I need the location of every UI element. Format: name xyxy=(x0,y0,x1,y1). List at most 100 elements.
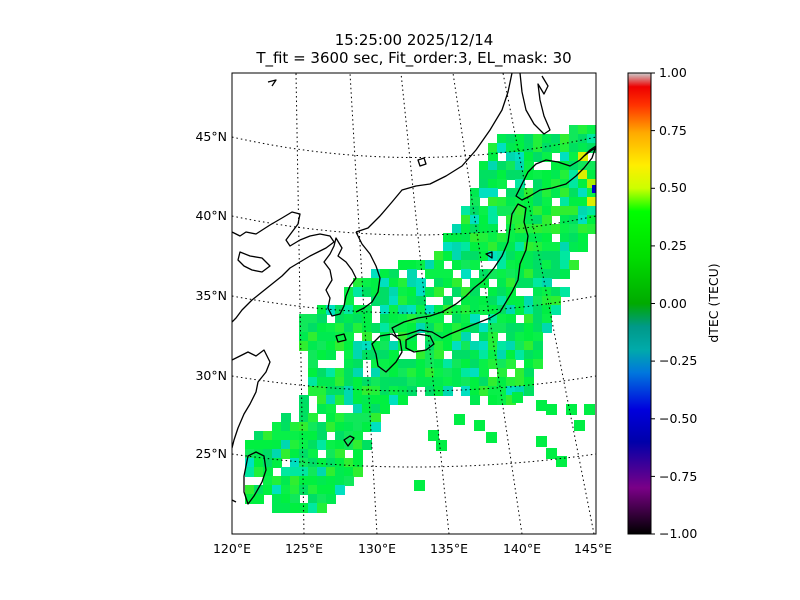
dtec-cell xyxy=(335,368,345,378)
dtec-cell xyxy=(344,413,354,423)
dtec-cell xyxy=(362,395,372,405)
dtec-cell xyxy=(479,332,489,342)
dtec-cell xyxy=(533,188,543,198)
dtec-cell xyxy=(497,287,507,297)
dtec-cell xyxy=(398,287,408,297)
dtec-cell xyxy=(452,323,462,333)
lon-ticks: 120°E 125°E 130°E 135°E 140°E 145°E xyxy=(213,541,612,556)
dtec-cell xyxy=(371,413,381,423)
dtec-cell xyxy=(488,314,498,324)
meridian-130 xyxy=(349,73,378,534)
dtec-cell xyxy=(398,359,408,369)
dtec-cell xyxy=(515,134,525,144)
dtec-cell xyxy=(290,503,300,513)
dtec-cell xyxy=(380,278,390,288)
dtec-cell xyxy=(317,305,327,315)
dtec-cell xyxy=(434,251,444,261)
dtec-cell xyxy=(308,467,318,477)
dtec-cell xyxy=(461,260,471,270)
dtec-cell xyxy=(254,431,264,441)
dtec-cell xyxy=(533,305,543,315)
dtec-cell xyxy=(344,350,354,360)
dtec-cell xyxy=(524,359,534,369)
dtec-cell xyxy=(569,152,579,162)
dtec-cell xyxy=(497,170,507,180)
dtec-cell xyxy=(578,170,588,180)
dtec-cell xyxy=(353,305,363,315)
title-params: T_fit = 3600 sec, Fit_order:3, EL_mask: … xyxy=(256,49,572,67)
dtec-cell xyxy=(587,197,596,207)
dtec-cell xyxy=(592,185,596,193)
dtec-cell xyxy=(308,332,318,342)
dtec-cell xyxy=(506,152,516,162)
dtec-cell xyxy=(416,359,426,369)
dtec-cell xyxy=(479,350,489,360)
dtec-cell xyxy=(407,296,417,306)
dtec-cell xyxy=(335,413,345,423)
dtec-cell xyxy=(407,287,417,297)
lat-ticks: 25°N 30°N 35°N 40°N 45°N xyxy=(195,129,227,461)
dtec-cell xyxy=(524,143,534,153)
dtec-cell xyxy=(398,332,408,342)
dtec-cell xyxy=(569,233,579,243)
dtec-cell xyxy=(560,251,570,261)
dtec-cell xyxy=(587,161,596,171)
dtec-cell xyxy=(254,440,264,450)
dtec-cell xyxy=(470,287,480,297)
dtec-cell xyxy=(506,143,516,153)
coast-manchuria xyxy=(355,73,513,233)
dtec-cell xyxy=(524,197,534,207)
dtec-cell xyxy=(461,269,471,279)
dtec-cell xyxy=(506,188,516,198)
dtec-cell xyxy=(470,350,480,360)
dtec-cell xyxy=(371,359,381,369)
dtec-cell xyxy=(416,350,426,360)
dtec-cell xyxy=(263,467,273,477)
dtec-cell xyxy=(380,269,390,279)
dtec-cell xyxy=(308,341,318,351)
dtec-cell xyxy=(533,260,543,270)
dtec-cell xyxy=(398,314,408,324)
dtec-cell xyxy=(443,233,453,243)
dtec-cell xyxy=(335,440,345,450)
dtec-cell xyxy=(578,197,588,207)
dtec-cell xyxy=(515,296,525,306)
dtec-cell xyxy=(254,485,264,495)
dtec-cell xyxy=(326,467,336,477)
island-jeju xyxy=(335,333,347,343)
coast-north xyxy=(267,79,277,87)
dtec-cell xyxy=(488,395,498,405)
dtec-cell xyxy=(335,395,345,405)
dtec-cell xyxy=(371,404,381,414)
dtec-cell xyxy=(317,503,327,513)
dtec-cell xyxy=(479,359,489,369)
dtec-cell xyxy=(299,485,309,495)
dtec-cell xyxy=(515,377,525,387)
dtec-cell xyxy=(497,377,507,387)
dtec-cell xyxy=(380,377,390,387)
dtec-cell xyxy=(524,323,534,333)
dtec-cell xyxy=(398,341,408,351)
dtec-cell xyxy=(389,368,399,378)
dtec-cell xyxy=(308,368,318,378)
dtec-cell xyxy=(524,332,534,342)
dtec-cell xyxy=(308,323,318,333)
dtec-cell xyxy=(506,233,516,243)
dtec-cell xyxy=(506,251,516,261)
dtec-cell xyxy=(542,278,552,288)
dtec-cell xyxy=(263,440,273,450)
dtec-cell xyxy=(362,341,372,351)
dtec-cell xyxy=(407,260,417,270)
dtec-cell xyxy=(506,278,516,288)
dtec-cell xyxy=(533,206,543,216)
dtec-cell xyxy=(299,431,309,441)
dtec-cell xyxy=(371,323,381,333)
dtec-cell xyxy=(344,332,354,342)
dtec-cell xyxy=(515,242,525,252)
dtec-cell xyxy=(299,503,309,513)
dtec-cell xyxy=(362,332,372,342)
lat-tick-label: 45°N xyxy=(195,129,227,144)
dtec-cell xyxy=(371,287,381,297)
lat-tick-label: 30°N xyxy=(195,368,227,383)
dtec-cell xyxy=(533,152,543,162)
